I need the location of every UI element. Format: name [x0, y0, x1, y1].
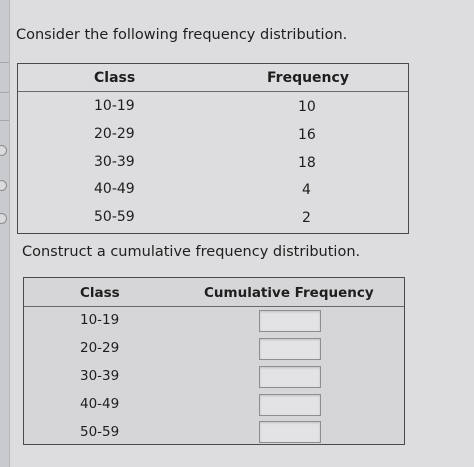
- cumulative-frequency-input[interactable]: [259, 338, 321, 360]
- gutter-nub: [0, 213, 7, 224]
- class-cell: 30-39: [94, 154, 135, 170]
- question-panel: Consider the following frequency distrib…: [9, 0, 474, 467]
- class-cell: 40-49: [80, 396, 120, 412]
- header-cumulative-frequency: Cumulative Frequency: [204, 285, 374, 301]
- class-cell: 50-59: [94, 209, 135, 225]
- frequency-table-header: Class Frequency: [18, 64, 408, 92]
- cumulative-frequency-table: Class Cumulative Frequency 10-19 20-29 3…: [23, 277, 405, 445]
- class-cell: 40-49: [94, 181, 135, 197]
- frequency-cell: 4: [302, 182, 311, 198]
- header-frequency: Frequency: [267, 70, 349, 86]
- class-cell: 10-19: [94, 98, 135, 114]
- frequency-cell: 18: [298, 155, 316, 171]
- task-prompt: Construct a cumulative frequency distrib…: [22, 244, 361, 260]
- gutter-tick: [0, 92, 9, 93]
- header-class: Class: [80, 285, 120, 301]
- class-cell: 20-29: [80, 340, 120, 356]
- header-class: Class: [94, 70, 136, 86]
- class-cell: 10-19: [80, 312, 120, 328]
- frequency-cell: 16: [298, 127, 316, 143]
- gutter-nub: [0, 145, 7, 156]
- class-cell: 20-29: [94, 126, 135, 142]
- cumulative-frequency-input[interactable]: [259, 421, 321, 443]
- gutter-tick: [0, 120, 9, 121]
- cumulative-frequency-input[interactable]: [259, 394, 321, 416]
- cumulative-table-header: Class Cumulative Frequency: [24, 278, 404, 307]
- frequency-table: Class Frequency 10-19 10 20-29 16 30-39 …: [17, 63, 409, 234]
- cumulative-frequency-input[interactable]: [259, 310, 321, 332]
- class-cell: 50-59: [80, 424, 120, 440]
- class-cell: 30-39: [80, 368, 120, 384]
- left-gutter: [0, 0, 9, 467]
- frequency-cell: 10: [298, 99, 316, 115]
- question-prompt: Consider the following frequency distrib…: [16, 27, 348, 43]
- gutter-tick: [0, 62, 9, 63]
- cumulative-frequency-input[interactable]: [259, 366, 321, 388]
- frequency-cell: 2: [302, 210, 311, 226]
- gutter-nub: [0, 180, 7, 191]
